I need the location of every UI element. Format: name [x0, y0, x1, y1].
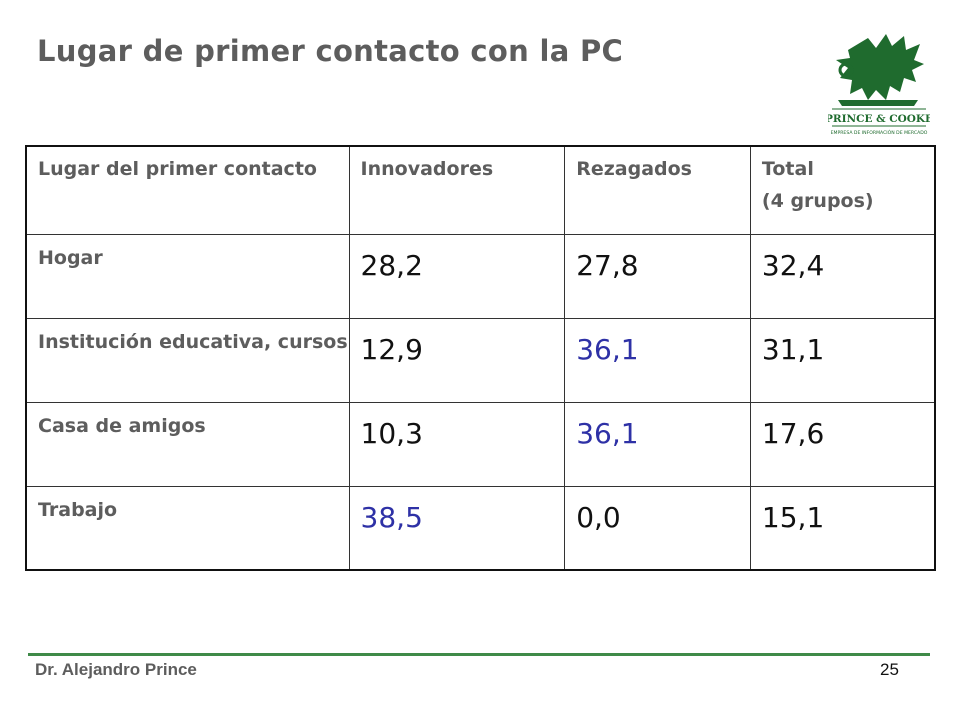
value-cell: 32,4: [749, 233, 936, 319]
row-label-cell: Institución educativa, cursos: [25, 317, 350, 403]
value-cell: 12,9: [348, 317, 566, 403]
table-header-row: Lugar del primer contacto Innovadores Re…: [25, 145, 936, 235]
value-cell: 17,6: [749, 401, 936, 487]
table-row: Institución educativa, cursos 12,9 36,1 …: [25, 317, 936, 403]
header-cell: Rezagados: [564, 145, 751, 235]
table-row: Trabajo 38,5 0,0 15,1: [25, 485, 936, 571]
contact-place-table: Lugar del primer contacto Innovadores Re…: [25, 145, 936, 571]
row-label-cell: Casa de amigos: [25, 401, 350, 487]
value-cell: 0,0: [564, 485, 751, 571]
prince-cooke-logo: PRINCE & COOKE EMPRESA DE INFORMACIÓN DE…: [828, 30, 930, 140]
footer-author: Dr. Alejandro Prince: [35, 660, 197, 679]
value-cell: 10,3: [348, 401, 566, 487]
page-number: 25: [880, 660, 899, 679]
value-cell: 15,1: [749, 485, 936, 571]
value-cell: 28,2: [348, 233, 566, 319]
logo-tagline-text: EMPRESA DE INFORMACIÓN DE MERCADO: [831, 129, 928, 136]
header-cell: Innovadores: [348, 145, 566, 235]
header-total-label: Total: [761, 158, 814, 180]
row-label-cell: Trabajo: [25, 485, 350, 571]
table-row: Hogar 28,2 27,8 32,4: [25, 233, 936, 319]
slide-title: Lugar de primer contacto con la PC: [37, 34, 624, 68]
row-label-cell: Hogar: [25, 233, 350, 319]
value-cell: 36,1: [564, 401, 751, 487]
value-cell: 36,1: [564, 317, 751, 403]
header-cell: Total (4 grupos): [749, 145, 936, 235]
footer-rule: [28, 653, 930, 656]
table-row: Casa de amigos 10,3 36,1 17,6: [25, 401, 936, 487]
logo-name-text: PRINCE & COOKE: [828, 113, 930, 125]
value-cell: 38,5: [348, 485, 566, 571]
value-cell: 27,8: [564, 233, 751, 319]
value-cell: 31,1: [749, 317, 936, 403]
header-cell: Lugar del primer contacto: [25, 145, 350, 235]
header-total-sublabel: (4 grupos): [761, 190, 874, 212]
